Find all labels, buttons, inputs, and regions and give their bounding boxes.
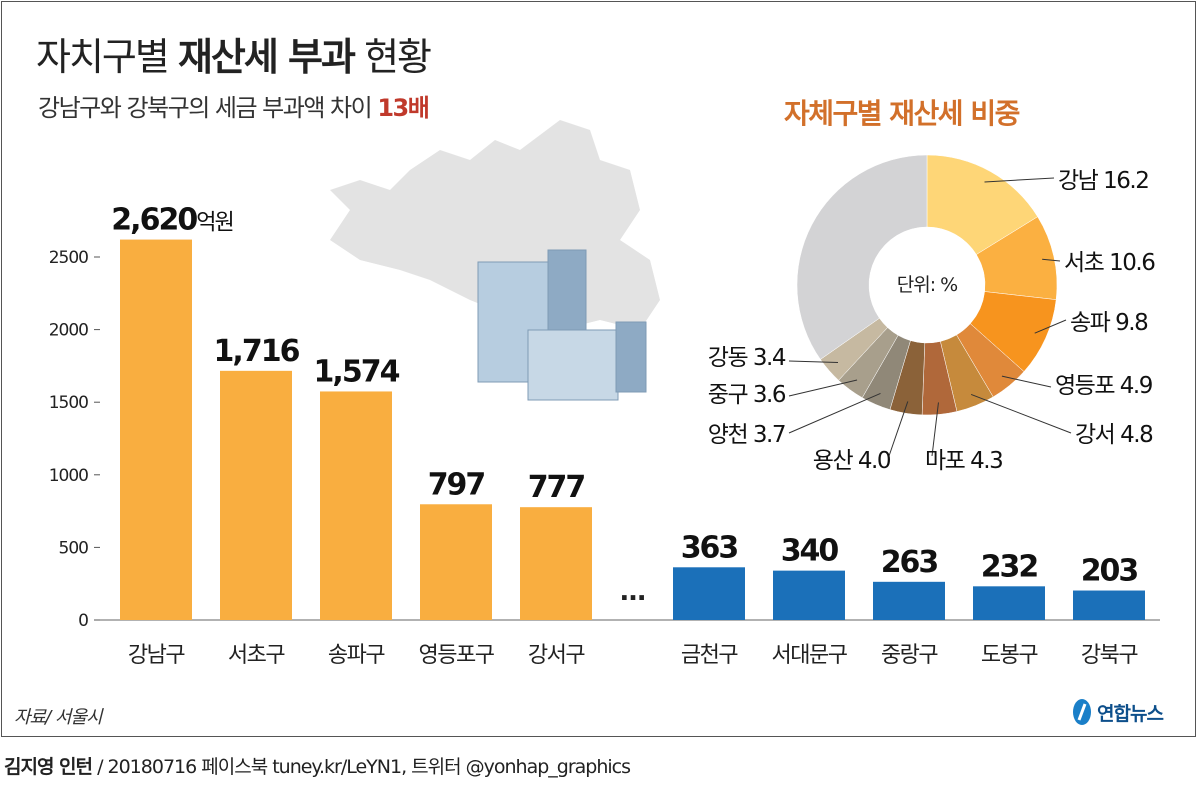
bar-송파구 [320, 391, 392, 620]
y-tick-label: 1500 [49, 393, 88, 413]
bar-value-label: 2,620억원 [111, 203, 232, 238]
bar-value-label: 203 [1081, 554, 1138, 589]
bar-강북구 [1073, 590, 1145, 620]
pie-leader-line [788, 392, 881, 434]
pie-leader-line [1001, 375, 1052, 388]
bar-value-label: 1,716 [214, 334, 300, 369]
pie-label: 마포 4.3 [925, 448, 1002, 474]
category-label: 금천구 [681, 643, 738, 668]
pie-leader-line [888, 401, 909, 457]
pie-leader-line [931, 402, 939, 457]
category-label: 송파구 [328, 643, 385, 668]
category-label: 강북구 [1081, 643, 1138, 668]
pie-label: 강남 16.2 [1058, 168, 1148, 194]
bar-value-label: 797 [428, 467, 485, 502]
pie-leader-line [984, 177, 1055, 183]
credit-line: 김지영 인턴 / 20180716 페이스북 tuney.kr/LeYN1, 트… [4, 756, 631, 778]
y-tick-label: 500 [59, 538, 89, 558]
category-label: 중랑구 [881, 643, 938, 668]
page-title: 자치구별 재산세 부과 현황 [36, 35, 432, 79]
subtitle: 강남구와 강북구의 세금 부과액 차이 13배 [38, 94, 430, 122]
bar-value-label: 340 [781, 534, 839, 569]
pie-leader-line [1034, 319, 1067, 334]
infographic-frame [1, 1, 1196, 737]
pie-leader-line [1042, 258, 1061, 262]
yonhap-logo-icon [1073, 699, 1091, 725]
bar-영등포구 [420, 504, 492, 620]
pie-label: 강동 3.4 [708, 345, 786, 371]
category-label: 도봉구 [981, 643, 1038, 668]
pie-label: 중구 3.6 [708, 382, 786, 408]
pie-leader-line [788, 360, 839, 363]
pie-label: 용산 4.0 [813, 448, 891, 474]
bar-강남구 [120, 239, 192, 621]
bar-도봉구 [973, 586, 1045, 620]
bar-강서구 [520, 507, 592, 620]
pie-label: 양천 3.7 [708, 422, 785, 448]
yonhap-logo-text: 연합뉴스 [1097, 702, 1164, 725]
y-tick-label: 2000 [49, 321, 88, 341]
bar-value-label: 1,574 [314, 354, 400, 389]
money-stack-illustration [477, 249, 647, 401]
pie-title: 자체구별 재산세 비중 [784, 97, 1020, 130]
subtitle-highlight: 13배 [377, 94, 429, 122]
bar-서초구 [220, 370, 292, 620]
yonhap-logo: 연합뉴스 [1070, 698, 1164, 726]
pie-slice-other [796, 154, 928, 360]
y-tick-label: 0 [78, 611, 88, 631]
pie-leader-line [788, 379, 858, 397]
category-label: 영등포구 [419, 643, 495, 668]
pie-label: 강서 4.8 [1075, 422, 1153, 448]
bar-서대문구 [773, 570, 845, 620]
category-label: 강남구 [128, 643, 185, 668]
pie-label: 서초 10.6 [1064, 250, 1155, 276]
bar-value-label: 363 [681, 530, 738, 565]
category-label: 서초구 [228, 643, 285, 668]
bar-금천구 [673, 567, 745, 620]
bar-value-label: 263 [881, 545, 938, 580]
y-tick-label: 2500 [49, 248, 88, 268]
pie-label: 영등포 4.9 [1055, 373, 1153, 399]
source-note: 자료/ 서울시 [14, 707, 103, 728]
bar-value-label: 232 [981, 549, 1038, 584]
pie-label: 송파 9.8 [1070, 310, 1148, 336]
pie-leader-line [970, 393, 1072, 434]
gap-ellipsis: … [620, 577, 646, 607]
bar-중랑구 [873, 581, 945, 620]
pie-center-label: 단위: % [897, 274, 957, 296]
category-label: 강서구 [528, 643, 585, 668]
category-label: 서대문구 [772, 643, 848, 668]
y-tick-label: 1000 [49, 466, 88, 486]
bar-value-label: 777 [528, 470, 585, 505]
